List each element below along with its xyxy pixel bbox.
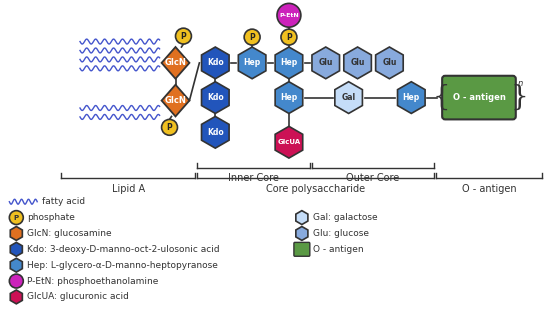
Text: Kdo: Kdo xyxy=(207,58,224,67)
Text: Core polysaccharide: Core polysaccharide xyxy=(266,184,365,194)
Polygon shape xyxy=(10,226,23,241)
Polygon shape xyxy=(238,47,266,79)
Polygon shape xyxy=(335,82,362,114)
Text: Hep: Hep xyxy=(280,93,298,102)
Text: O - antigen: O - antigen xyxy=(453,93,505,102)
Text: Glu: glucose: Glu: glucose xyxy=(313,229,369,238)
Text: Hep: L-glycero-α-D-manno-heptopyranose: Hep: L-glycero-α-D-manno-heptopyranose xyxy=(28,261,218,270)
Polygon shape xyxy=(162,85,189,117)
FancyBboxPatch shape xyxy=(294,243,310,256)
Text: Kdo: 3-deoxy-D-manno-oct-2-ulosonic acid: Kdo: 3-deoxy-D-manno-oct-2-ulosonic acid xyxy=(28,245,220,254)
Text: Glu: Glu xyxy=(318,58,333,67)
Polygon shape xyxy=(275,126,302,158)
Text: Gal: Gal xyxy=(342,93,356,102)
Polygon shape xyxy=(312,47,339,79)
Text: Kdo: Kdo xyxy=(207,128,224,137)
Text: }: } xyxy=(511,84,529,111)
Text: P-EtN: P-EtN xyxy=(279,13,299,18)
Text: Glu: Glu xyxy=(382,58,397,67)
Circle shape xyxy=(9,274,23,288)
Text: Glu: Glu xyxy=(350,58,365,67)
Polygon shape xyxy=(376,47,403,79)
Polygon shape xyxy=(201,47,229,79)
Text: Lipid A: Lipid A xyxy=(112,184,145,194)
Polygon shape xyxy=(201,117,229,148)
Polygon shape xyxy=(10,243,23,256)
Text: {: { xyxy=(432,84,450,111)
Text: GlcN: GlcN xyxy=(164,96,186,105)
Polygon shape xyxy=(398,82,425,114)
Text: O - antigen: O - antigen xyxy=(461,184,516,194)
Text: Outer Core: Outer Core xyxy=(346,173,400,183)
Text: Inner Core: Inner Core xyxy=(228,173,279,183)
Polygon shape xyxy=(10,290,23,304)
Text: Gal: galactose: Gal: galactose xyxy=(313,213,377,222)
Text: GlcN: glucosamine: GlcN: glucosamine xyxy=(28,229,112,238)
Polygon shape xyxy=(162,47,189,79)
Circle shape xyxy=(244,29,260,45)
Text: GlcN: GlcN xyxy=(164,58,186,67)
Text: P: P xyxy=(180,31,186,41)
Polygon shape xyxy=(10,258,23,272)
Polygon shape xyxy=(275,82,302,114)
Text: GlcUA: glucuronic acid: GlcUA: glucuronic acid xyxy=(28,292,129,302)
Circle shape xyxy=(162,119,178,135)
Text: P: P xyxy=(14,215,19,220)
Text: P-EtN: phosphoethanolamine: P-EtN: phosphoethanolamine xyxy=(28,277,158,285)
Polygon shape xyxy=(344,47,371,79)
Text: P: P xyxy=(249,32,255,42)
Circle shape xyxy=(175,28,191,44)
Text: P: P xyxy=(167,123,172,132)
Text: n: n xyxy=(518,79,523,88)
Text: O - antigen: O - antigen xyxy=(313,245,364,254)
Text: phosphate: phosphate xyxy=(28,213,75,222)
FancyBboxPatch shape xyxy=(442,76,516,119)
Circle shape xyxy=(277,3,301,27)
Polygon shape xyxy=(296,211,308,224)
Text: Hep: Hep xyxy=(280,58,298,67)
Circle shape xyxy=(9,211,23,224)
Polygon shape xyxy=(275,47,302,79)
Text: P: P xyxy=(286,32,292,42)
Text: Hep: Hep xyxy=(244,58,261,67)
Polygon shape xyxy=(296,226,308,241)
Text: fatty acid: fatty acid xyxy=(42,197,85,206)
Text: Hep: Hep xyxy=(403,93,420,102)
Circle shape xyxy=(281,29,297,45)
Text: GlcUA: GlcUA xyxy=(277,139,300,145)
Text: Kdo: Kdo xyxy=(207,93,224,102)
Polygon shape xyxy=(201,82,229,114)
